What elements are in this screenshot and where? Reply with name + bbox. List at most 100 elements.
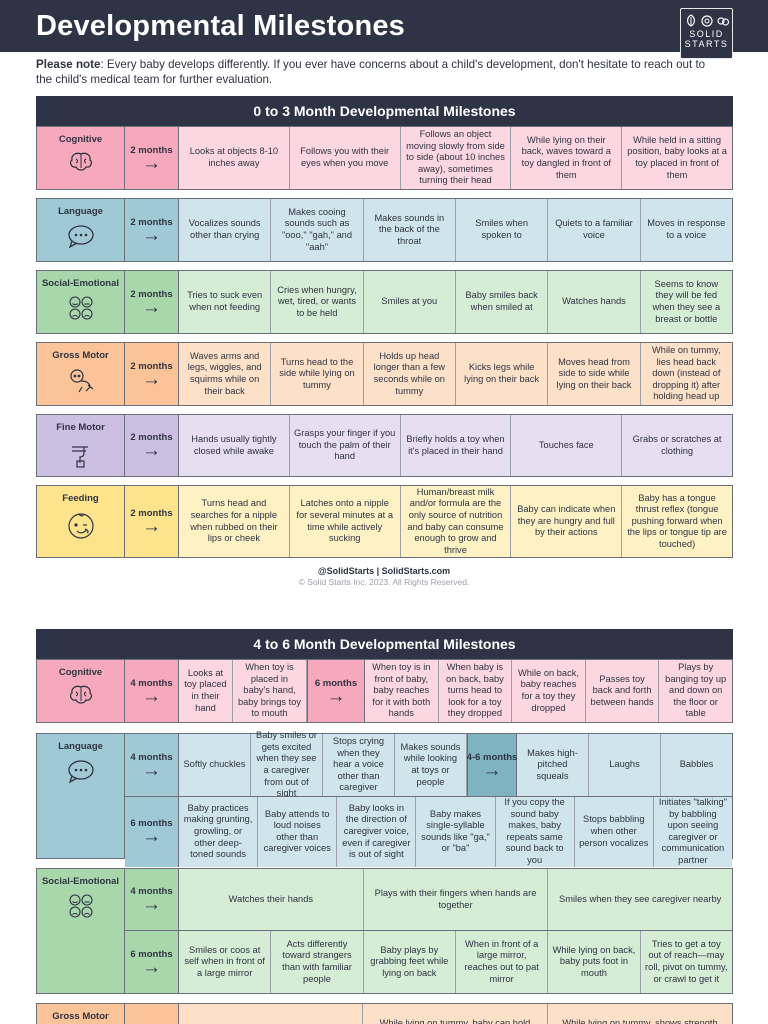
logo-text-solid: SOLID xyxy=(689,29,724,39)
note-text: : Every baby develops differently. If yo… xyxy=(36,58,706,86)
section-title-4-6: 4 to 6 Month Developmental Milestones xyxy=(36,629,733,659)
milestone-cell: Baby smiles back when smiled at xyxy=(455,271,549,333)
milestone-cell: When baby is on back, baby turns head to… xyxy=(438,660,513,722)
milestone-cell: Cries when hungry, wet, tired, or wants … xyxy=(271,271,364,333)
milestone-cell: Baby smiles or gets excited when they se… xyxy=(251,730,323,798)
milestone-cell: While lying on tummy, baby can hold xyxy=(363,1004,548,1024)
milestone-cell: Watches their hands xyxy=(179,869,364,930)
right-arrow-icon: → xyxy=(142,826,161,848)
milestone-cell: Acts differently toward strangers than w… xyxy=(271,931,364,993)
brain-icon xyxy=(69,685,92,704)
category-cognitive: Cognitive xyxy=(37,127,125,189)
right-arrow-icon: → xyxy=(142,516,161,537)
milestone-cell: When toy is in front of baby, baby reach… xyxy=(365,660,439,722)
milestone-cell: Watches hands xyxy=(548,271,641,333)
milestone-cell: When toy is placed in baby's hand, baby … xyxy=(233,660,307,722)
milestone-cell: Smiles when spoken to xyxy=(455,199,549,261)
milestone-cell xyxy=(179,1004,363,1024)
milestone-cell: Laughs xyxy=(589,734,661,796)
category-gross-motor: Gross Motor xyxy=(37,1004,125,1024)
milestone-cell: Looks at objects 8-10 inches away xyxy=(179,127,290,189)
milestone-cell: Baby practices making grunting, growling… xyxy=(179,797,259,867)
row-social-emotional-4-6: Social-Emotional 4 months → Watches their… xyxy=(36,868,733,994)
right-arrow-icon: → xyxy=(142,224,161,246)
baby-face-icon xyxy=(67,513,94,539)
speech-bubble-icon xyxy=(67,225,94,249)
right-arrow-icon: → xyxy=(142,894,161,915)
right-arrow-icon: → xyxy=(142,759,161,781)
social-subrow-4: 4 months → Watches their hands Plays with… xyxy=(125,869,733,931)
milestone-cell: Moves in response to a voice xyxy=(640,199,732,261)
milestone-cell: Passes toy back and forth between hands xyxy=(585,660,660,722)
logo-berry-icon xyxy=(716,17,729,26)
category-label: Gross Motor xyxy=(52,1011,109,1022)
category-feeding: Feeding xyxy=(37,486,125,557)
age-label: 2 months xyxy=(130,288,173,300)
age-label: 2 months xyxy=(130,432,173,443)
age-marker: 4 months → xyxy=(125,734,179,796)
milestone-cell: Grabs or scratches at clothing xyxy=(622,415,732,476)
language-subrows: 4 months → Softly chuckles Baby smiles or… xyxy=(125,730,732,867)
milestone-cell: Smiles or coos at self when in front of … xyxy=(179,931,272,993)
milestone-cell: Kicks legs while lying on their back xyxy=(455,343,549,405)
milestone-cell: Holds up head longer than a few seconds … xyxy=(363,343,456,405)
milestone-cell: Follows an object moving slowly from sid… xyxy=(400,127,512,189)
page-footer: @SolidStarts | SolidStarts.com © Solid S… xyxy=(0,566,768,587)
logo-fruit-icon xyxy=(700,15,713,27)
milestone-cell: Plays by banging toy up and down on the … xyxy=(659,660,732,722)
age-label: 6 months xyxy=(130,818,173,830)
milestone-cell: While held in a sitting position, baby l… xyxy=(622,127,732,189)
milestone-cell: Tries to get a toy out of reach—may roll… xyxy=(640,931,732,993)
category-label: Social-Emotional xyxy=(41,876,120,887)
row-fine-motor-0-3: Fine Motor 2 months → Hands usually tight… xyxy=(36,414,733,477)
row-language-4-6: Language 4 months → Softly chuckles Baby … xyxy=(36,730,733,867)
milestone-cell: While on back, baby reaches for a toy th… xyxy=(512,660,586,722)
row-cognitive-4-6: Cognitive 4 months → Looks at toy placed … xyxy=(36,659,733,723)
age-marker: 4-6 months → xyxy=(467,734,517,796)
milestone-cell: Baby can indicate when they are hungry a… xyxy=(511,486,623,557)
category-fine-motor: Fine Motor xyxy=(37,415,125,476)
logo-leaf-icon xyxy=(686,14,695,27)
age-label: 2 months xyxy=(130,360,173,372)
milestone-cell: Softly chuckles xyxy=(179,734,251,796)
milestone-cell: Briefly holds a toy when it's placed in … xyxy=(400,415,512,476)
category-label: Fine Motor xyxy=(56,422,105,433)
logo-text-starts: STARTS xyxy=(684,39,729,49)
milestone-cell: Tries to suck even when not feeding xyxy=(179,271,272,333)
milestone-cell: Smiles at you xyxy=(363,271,456,333)
milestone-cell: Turns head and searches for a nipple whe… xyxy=(179,486,290,557)
crawling-baby-icon xyxy=(69,369,93,393)
milestone-cell: Hands usually tightly closed while awake xyxy=(179,415,290,476)
row-cognitive-0-3: Cognitive 2 months → Looks at objects 8-1… xyxy=(36,126,733,190)
right-arrow-icon: → xyxy=(326,685,346,707)
milestone-cell: Turns head to the side while lying on tu… xyxy=(271,343,364,405)
row-gross-motor-4-6: Gross Motor While lying on tummy, baby c… xyxy=(36,1003,733,1024)
milestone-cell: Human/breast milk and/or formula are the… xyxy=(400,486,512,557)
row-gross-motor-0-3: Gross Motor 2 months → Waves arms and leg… xyxy=(36,342,733,406)
milestone-cell: Waves arms and legs, wiggles, and squirm… xyxy=(179,343,272,405)
milestone-cell: Moves head from side to side while lying… xyxy=(548,343,641,405)
milestone-cell: Vocalizes sounds other than crying xyxy=(179,199,272,261)
category-label: Feeding xyxy=(62,493,99,504)
age-label: 6 months xyxy=(130,948,173,960)
age-label: 2 months xyxy=(130,144,173,156)
milestone-cell: Quiets to a familiar voice xyxy=(548,199,641,261)
social-subrows: 4 months → Watches their hands Plays with… xyxy=(125,869,733,993)
section-title-0-3: 0 to 3 Month Developmental Milestones xyxy=(36,96,733,126)
milestone-cell: Grasps your finger if you touch the palm… xyxy=(289,415,401,476)
category-cognitive: Cognitive xyxy=(37,660,125,722)
milestone-cell: Plays with their fingers when hands are … xyxy=(363,869,549,930)
right-arrow-icon: → xyxy=(142,440,161,461)
milestone-cell: While lying on back, baby puts foot in m… xyxy=(548,931,641,993)
right-arrow-icon: → xyxy=(142,296,161,318)
row-language-0-3: Language 2 months → Vocalizes sounds othe… xyxy=(36,198,733,262)
milestone-cell: Makes cooing sounds such as "ooo," "gah,… xyxy=(271,199,364,261)
milestone-cell: Follows you with their eyes when you mov… xyxy=(289,127,401,189)
language-subrow-4: 4 months → Softly chuckles Baby smiles or… xyxy=(125,730,732,798)
age-marker: 2 months → xyxy=(125,199,179,261)
right-arrow-icon: → xyxy=(142,152,161,174)
milestone-cell: Baby attends to loud noises other than c… xyxy=(258,797,338,867)
category-label: Language xyxy=(58,741,103,752)
row-social-emotional-0-3: Social-Emotional 2 months → Tries to suck… xyxy=(36,270,733,334)
hand-grasp-icon xyxy=(71,446,88,468)
